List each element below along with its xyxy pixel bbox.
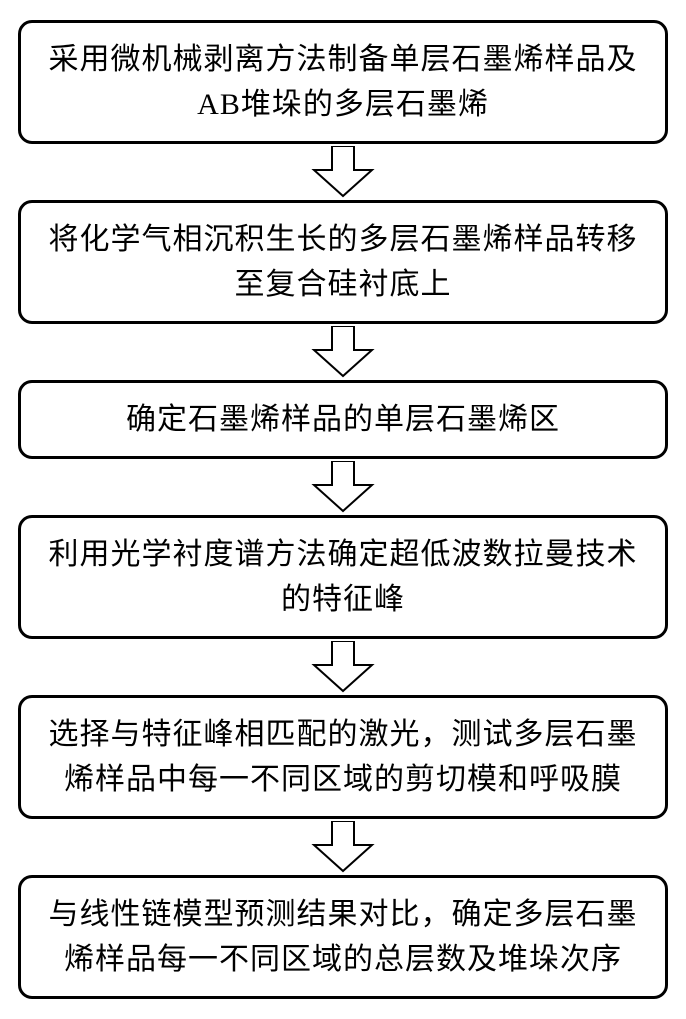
flow-arrow — [18, 639, 668, 695]
flow-arrow — [18, 819, 668, 875]
arrow-down-icon — [308, 326, 378, 378]
flow-arrow — [18, 324, 668, 380]
arrow-down-icon — [308, 461, 378, 513]
flowchart: 采用微机械剥离方法制备单层石墨烯样品及AB堆垛的多层石墨烯 将化学气相沉积生长的… — [0, 0, 686, 1019]
flow-arrow — [18, 459, 668, 515]
flow-node-text: 选择与特征峰相匹配的激光，测试多层石墨烯样品中每一不同区域的剪切模和呼吸膜 — [49, 718, 638, 796]
flow-node-text: 与线性链模型预测结果对比，确定多层石墨烯样品每一不同区域的总层数及堆垛次序 — [49, 898, 638, 976]
arrow-down-icon — [308, 146, 378, 198]
arrow-down-icon — [308, 641, 378, 693]
flow-node-text: 将化学气相沉积生长的多层石墨烯样品转移至复合硅衬底上 — [49, 223, 638, 301]
flow-node-text: 采用微机械剥离方法制备单层石墨烯样品及AB堆垛的多层石墨烯 — [49, 43, 638, 121]
flow-node-step2: 将化学气相沉积生长的多层石墨烯样品转移至复合硅衬底上 — [18, 200, 668, 324]
arrow-down-icon — [308, 821, 378, 873]
flow-node-text: 利用光学衬度谱方法确定超低波数拉曼技术的特征峰 — [49, 538, 638, 616]
flow-node-step6: 与线性链模型预测结果对比，确定多层石墨烯样品每一不同区域的总层数及堆垛次序 — [18, 875, 668, 999]
flow-node-step4: 利用光学衬度谱方法确定超低波数拉曼技术的特征峰 — [18, 515, 668, 639]
flow-node-step5: 选择与特征峰相匹配的激光，测试多层石墨烯样品中每一不同区域的剪切模和呼吸膜 — [18, 695, 668, 819]
flow-node-text: 确定石墨烯样品的单层石墨烯区 — [126, 403, 560, 436]
flow-node-step1: 采用微机械剥离方法制备单层石墨烯样品及AB堆垛的多层石墨烯 — [18, 20, 668, 144]
flow-node-step3: 确定石墨烯样品的单层石墨烯区 — [18, 380, 668, 459]
flow-arrow — [18, 144, 668, 200]
